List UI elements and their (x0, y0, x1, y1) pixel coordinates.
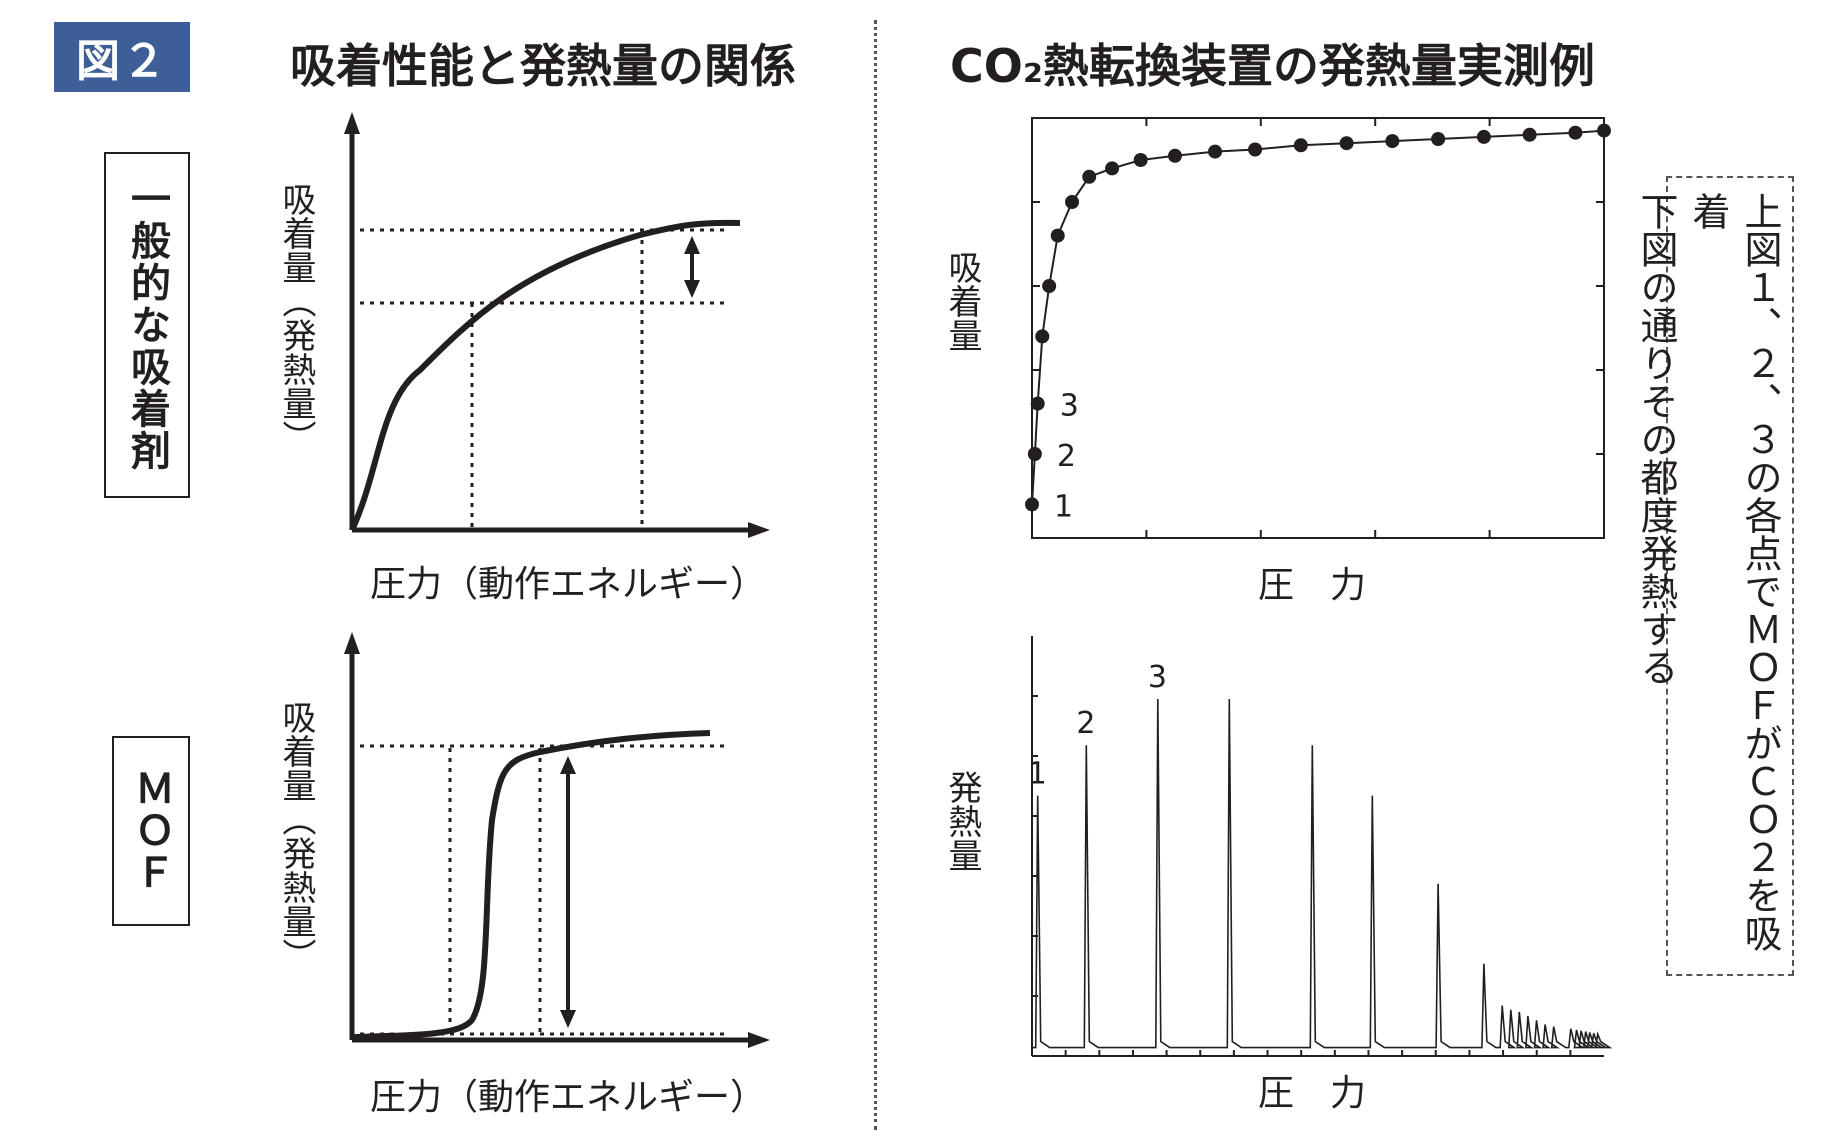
general-adsorption-curve (349, 219, 741, 532)
figure-badge: 図２ (54, 22, 190, 92)
isotherm-point-label: 1 (1054, 489, 1073, 524)
left-top-x-arrowhead (748, 522, 770, 538)
isotherm-point (1050, 228, 1065, 243)
isotherm-point-label: 2 (1057, 439, 1076, 474)
left-top-y-label: 吸着量（発熱量） (276, 182, 316, 454)
isotherm-point (1168, 148, 1182, 163)
right-top-y-label: 吸着量 (942, 250, 982, 352)
mof-diagram (344, 632, 770, 1048)
isotherm-point (1431, 132, 1446, 146)
mof-arrow-up-head (560, 756, 576, 774)
right-title: CO₂熱転換装置の発熱量実測例 (950, 39, 1596, 93)
row1-label-box: 一般的な吸着剤 (104, 152, 190, 498)
isotherm-point (1385, 134, 1400, 149)
left-bottom-y-label: 吸着量（発熱量） (276, 700, 316, 972)
mof-arrow-down-head (560, 1010, 576, 1028)
note-text: 上図１、２、３の各点でＭＯＦがＣＯ２を吸着 下図の通りその都度発熱する (1634, 192, 1782, 952)
adsorption-isotherm-chart: 1 2 3 (1025, 117, 1611, 539)
isotherm-point (1065, 195, 1080, 209)
row2-label: ＭＯＦ (128, 768, 174, 894)
note-box: 上図１、２、３の各点でＭＯＦがＣＯ２を吸着 下図の通りその都度発熱する (1634, 176, 1794, 976)
row1-label: 一般的な吸着剤 (124, 178, 170, 472)
general-arrow-down-head (684, 280, 700, 298)
isotherm-point (1597, 123, 1611, 138)
isotherm-point (1133, 153, 1148, 167)
heat-trace (1032, 698, 1613, 1049)
isotherm-point (1035, 329, 1050, 344)
isotherm-point (1248, 142, 1263, 157)
isotherm-line (1031, 129, 1605, 505)
left-top-y-arrowhead (344, 112, 360, 134)
general-adsorbent-diagram (344, 112, 770, 538)
row2-label-box: ＭＯＦ (112, 736, 190, 926)
isotherm-point (1042, 279, 1057, 293)
isotherm-point (1030, 396, 1045, 411)
isotherm-point (1082, 169, 1097, 184)
heat-peak-label: 2 (1076, 706, 1095, 741)
mof-adsorption-curve (353, 730, 711, 1040)
heat-peak-label: 3 (1148, 660, 1167, 695)
right-bottom-x-label: 圧 力 (1258, 1073, 1367, 1114)
left-title: 吸着性能と発熱量の関係 (290, 39, 796, 93)
isotherm-point (1025, 497, 1039, 512)
isotherm-point (1476, 129, 1491, 144)
left-top-x-label: 圧力（動作エネルギー） (370, 564, 767, 605)
isotherm-point-label: 3 (1060, 389, 1079, 424)
isotherm-point (1208, 144, 1223, 159)
isotherm-point (1293, 138, 1308, 153)
left-bottom-y-arrowhead (344, 632, 360, 654)
left-bottom-x-label: 圧力（動作エネルギー） (370, 1077, 767, 1118)
general-arrow-up-head (684, 236, 700, 254)
right-bottom-y-label: 発熱量 (942, 770, 982, 872)
isotherm-point (1339, 136, 1354, 151)
isotherm-frame (1031, 117, 1605, 539)
isotherm-point (1105, 161, 1120, 176)
panel-divider (874, 20, 877, 1130)
isotherm-point (1522, 127, 1537, 142)
left-bottom-x-arrowhead (748, 1032, 770, 1048)
isotherm-point (1027, 447, 1042, 461)
right-top-x-label: 圧 力 (1258, 565, 1367, 606)
heat-generation-chart: 12 3 (1028, 636, 1613, 1057)
heat-peak-label: 1 (1028, 757, 1047, 792)
isotherm-point (1568, 125, 1583, 140)
